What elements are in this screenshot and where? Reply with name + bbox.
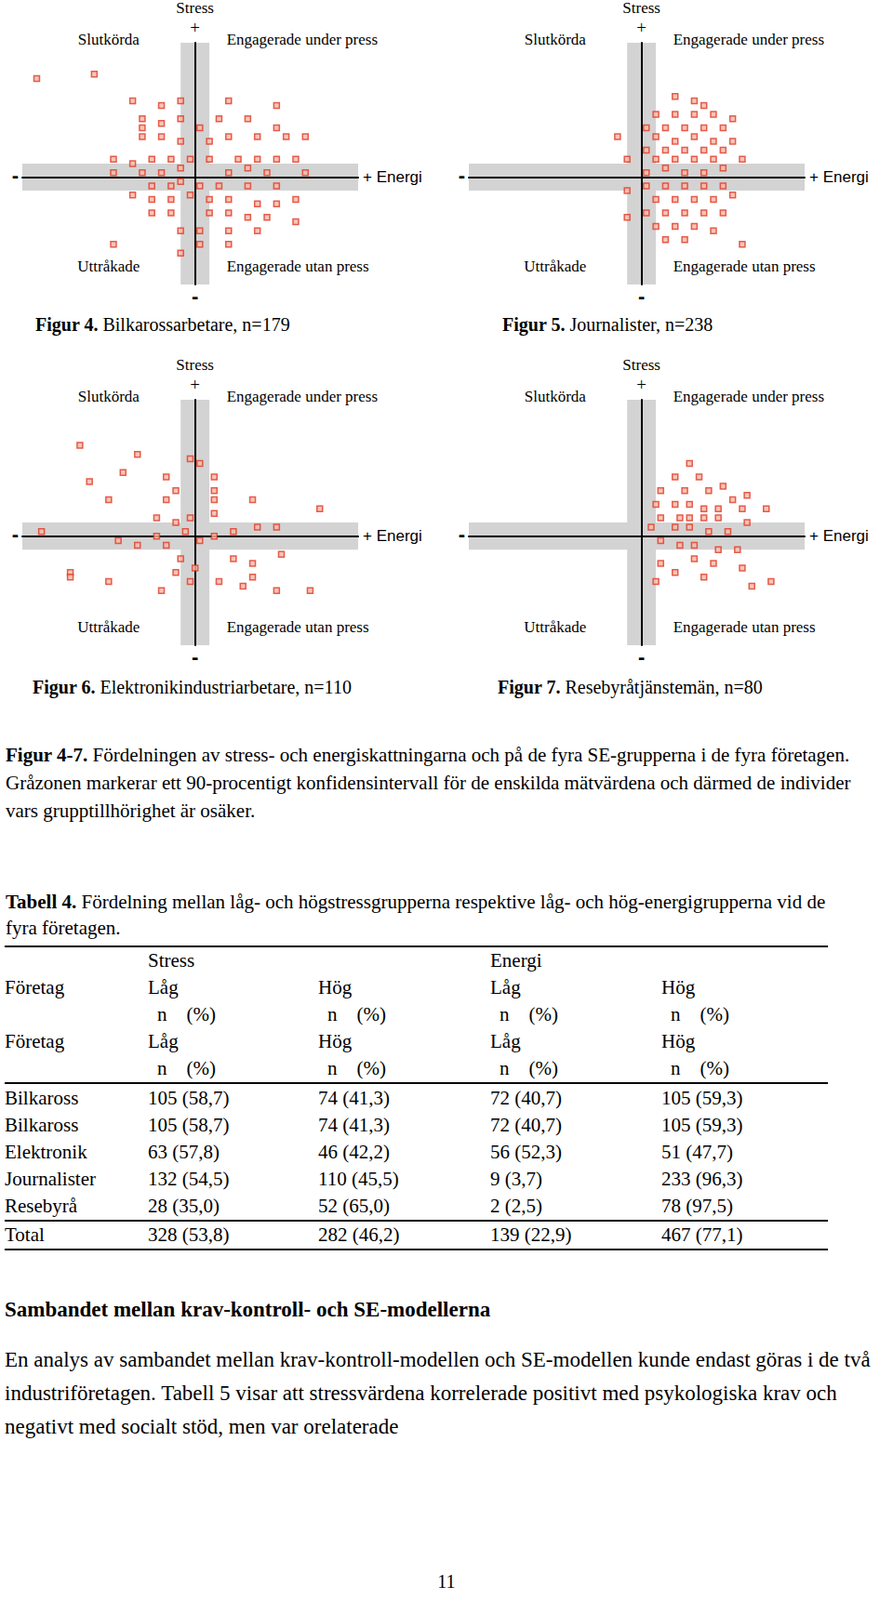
svg-text:Engagerade under press: Engagerade under press: [226, 387, 378, 406]
html-text:En analys av sambandet mellan: En analys av sambandet mellan krav-kontr…: [4, 1348, 871, 1440]
svg-text:+: +: [189, 374, 200, 395]
svg-text:Uttråkade: Uttråkade: [523, 618, 587, 637]
svg-text:Slutkörda: Slutkörda: [524, 387, 587, 406]
html-text:Figur 4-7. Fördelningen av str: Figur 4-7. Fördelningen av stress- och e…: [5, 744, 851, 823]
svg-text:+ Energi: + Energi: [809, 527, 869, 546]
html-text:Figur 6. Elektronikindustriarb: Figur 6. Elektronikindustriarbetare, n=1…: [32, 677, 352, 698]
html-text:74 (41,3): 74 (41,3): [318, 1087, 390, 1110]
html-text:105 (58,7): 105 (58,7): [147, 1114, 230, 1137]
html-text:n (%): n (%): [327, 1057, 387, 1080]
html-text:Stress: Stress: [147, 949, 195, 973]
html-text:Energi: Energi: [490, 949, 542, 973]
html-text:28 (35,0): 28 (35,0): [147, 1195, 220, 1218]
html-text:Låg: Låg: [490, 976, 521, 1000]
html-text:Sambandet mellan krav-kontroll: Sambandet mellan krav-kontroll- och SE-m…: [4, 1298, 491, 1322]
svg-text:+ Energi: + Energi: [362, 527, 423, 546]
html-text:9 (3,7): 9 (3,7): [490, 1168, 543, 1191]
svg-text:-: -: [638, 284, 645, 308]
svg-text:Engagerade utan press: Engagerade utan press: [226, 618, 370, 637]
html-text:Hög: Hög: [318, 976, 352, 1000]
svg-text:Slutkörda: Slutkörda: [78, 387, 141, 406]
html-text:139 (22,9): 139 (22,9): [490, 1224, 572, 1247]
html-text:51 (47,7): 51 (47,7): [661, 1141, 734, 1164]
html-text:233 (96,3): 233 (96,3): [661, 1168, 743, 1191]
svg-text:-: -: [638, 645, 645, 669]
svg-text:-: -: [191, 645, 199, 669]
html-text:Hög: Hög: [318, 1030, 352, 1053]
svg-text:+: +: [636, 374, 647, 395]
html-text:11: 11: [437, 1572, 456, 1593]
svg-text:Engagerade under press: Engagerade under press: [226, 30, 378, 49]
html-text:Företag: Företag: [4, 976, 65, 1000]
html-text:Hög: Hög: [661, 976, 696, 1000]
html-text:Låg: Låg: [490, 1030, 521, 1053]
html-text:Företag: Företag: [4, 1030, 65, 1053]
svg-text:+ Energi: + Energi: [362, 168, 423, 187]
svg-text:Engagerade under press: Engagerade under press: [673, 30, 825, 49]
svg-text:Engagerade utan press: Engagerade utan press: [673, 618, 816, 637]
html-text:Resebyrå: Resebyrå: [4, 1195, 78, 1218]
html-text:2 (2,5): 2 (2,5): [490, 1195, 543, 1218]
html-text:n (%): n (%): [327, 1003, 387, 1027]
svg-text:-: -: [458, 522, 466, 547]
html-text:105 (58,7): 105 (58,7): [147, 1087, 230, 1110]
svg-text:Slutkörda: Slutkörda: [524, 30, 587, 49]
html-text:72 (40,7): 72 (40,7): [490, 1114, 562, 1137]
svg-text:Stress: Stress: [175, 0, 214, 17]
html-text:Journalister: Journalister: [4, 1168, 96, 1191]
html-text:467 (77,1): 467 (77,1): [661, 1224, 743, 1247]
html-text:Figur 5. Journalister, n=238: Figur 5. Journalister, n=238: [502, 314, 713, 335]
html-text:282 (46,2): 282 (46,2): [318, 1224, 400, 1247]
svg-text:Stress: Stress: [622, 357, 661, 374]
svg-text:-: -: [191, 284, 199, 308]
svg-text:+: +: [636, 17, 647, 38]
html-text:328 (53,8): 328 (53,8): [147, 1224, 230, 1247]
html-text:56 (52,3): 56 (52,3): [490, 1141, 562, 1164]
html-text:Låg: Låg: [147, 1030, 179, 1053]
svg-text:Stress: Stress: [622, 0, 661, 17]
html-text:Bilkaross: Bilkaross: [4, 1114, 79, 1137]
html-text:Hög: Hög: [661, 1030, 696, 1053]
html-text:110 (45,5): 110 (45,5): [318, 1168, 399, 1191]
svg-text:+: +: [189, 17, 200, 38]
html-text:78 (97,5): 78 (97,5): [661, 1195, 734, 1218]
html-text:Total: Total: [4, 1224, 45, 1247]
svg-text:Engagerade utan press: Engagerade utan press: [673, 257, 816, 276]
html-text:Låg: Låg: [147, 976, 179, 1000]
svg-text:-: -: [458, 163, 466, 187]
svg-text:+ Energi: + Energi: [809, 168, 869, 187]
svg-text:Engagerade utan press: Engagerade utan press: [226, 257, 370, 276]
html-text:n (%): n (%): [157, 1057, 216, 1080]
svg-text:Uttråkade: Uttråkade: [523, 257, 587, 276]
html-text:n (%): n (%): [157, 1003, 216, 1027]
svg-text:Stress: Stress: [175, 357, 214, 374]
html-text:74 (41,3): 74 (41,3): [318, 1114, 390, 1137]
svg-text:Uttråkade: Uttråkade: [77, 257, 140, 276]
html-text:Bilkaross: Bilkaross: [4, 1087, 79, 1110]
svg-text:Uttråkade: Uttråkade: [77, 618, 140, 637]
html-text:n (%): n (%): [670, 1003, 730, 1027]
svg-text:-: -: [12, 522, 19, 547]
svg-text:-: -: [12, 163, 19, 187]
html-text:132 (54,5): 132 (54,5): [147, 1168, 230, 1191]
html-text:46 (42,2): 46 (42,2): [318, 1141, 390, 1164]
svg-text:Engagerade under press: Engagerade under press: [673, 387, 825, 406]
html-text:105 (59,3): 105 (59,3): [661, 1087, 743, 1110]
html-text:105 (59,3): 105 (59,3): [661, 1114, 743, 1137]
html-text:n (%): n (%): [499, 1003, 559, 1027]
html-text:72 (40,7): 72 (40,7): [490, 1087, 562, 1110]
html-text:Figur 4. Bilkarossarbetare, n=: Figur 4. Bilkarossarbetare, n=179: [35, 314, 290, 335]
html-text:63 (57,8): 63 (57,8): [147, 1141, 220, 1164]
html-text:Elektronik: Elektronik: [4, 1141, 88, 1164]
html-text:52 (65,0): 52 (65,0): [318, 1195, 390, 1218]
html-text:n (%): n (%): [499, 1057, 559, 1080]
html-text:n (%): n (%): [670, 1057, 730, 1080]
html-text:Tabell 4. Fördelning mellan lå: Tabell 4. Fördelning mellan låg- och hög…: [5, 891, 826, 940]
svg-text:Slutkörda: Slutkörda: [78, 30, 141, 49]
html-text:Figur 7. Resebyråtjänstemän, n: Figur 7. Resebyråtjänstemän, n=80: [497, 677, 763, 698]
